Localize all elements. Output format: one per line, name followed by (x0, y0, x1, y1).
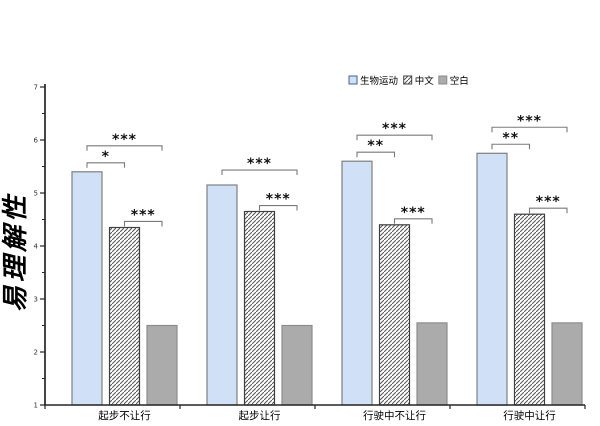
category-labels: 起步不让行 起步让行 行驶中不让行 行驶中让行 (98, 409, 556, 422)
sig-bracket (491, 126, 568, 133)
axes-layer: 1 2 3 4 5 6 7 (34, 84, 586, 410)
y-tick-label: 5 (34, 190, 38, 198)
sig-bracket (86, 145, 163, 151)
sig-bracket (86, 162, 126, 168)
legend-label: 生物运动 (360, 75, 398, 87)
y-tick-label: 3 (34, 296, 38, 304)
category-label: 行驶中不让行 (363, 409, 426, 422)
sig-bracket (491, 143, 531, 150)
sig-stars: *** (401, 205, 426, 221)
sig-bracket (258, 205, 298, 211)
sig-stars: *** (112, 132, 137, 148)
significance-layer: ***************************** (86, 113, 568, 227)
sig-bracket (356, 134, 433, 141)
y-tick-label: 7 (34, 84, 38, 92)
bar-group0-series1 (108, 226, 141, 406)
category-label: 起步让行 (239, 409, 281, 422)
legend-label: 空白 (450, 75, 469, 87)
bar-group1-series0 (206, 184, 238, 406)
y-tick-label: 6 (34, 137, 39, 145)
sig-bracket (356, 151, 396, 158)
sig-stars: ** (367, 138, 384, 154)
category-label: 起步不让行 (98, 409, 151, 422)
sig-stars: *** (517, 113, 542, 129)
sig-stars: *** (131, 207, 156, 223)
bar-group3-series1 (513, 213, 546, 406)
sig-stars: *** (536, 194, 561, 210)
category-label: 行驶中让行 (503, 409, 556, 422)
y-axis-title: 易理解性 (1, 192, 31, 312)
bar-group2-series0 (341, 160, 373, 406)
sig-stars: *** (266, 192, 291, 208)
legend-label: 中文 (415, 75, 435, 87)
legend: 生物运动 中文 空白 (348, 75, 469, 87)
bar-group3-series0 (476, 152, 508, 406)
sig-stars: * (102, 149, 110, 165)
sig-bracket (393, 218, 433, 224)
bar-group0-series0 (71, 171, 103, 406)
legend-swatch-series1 (403, 75, 413, 85)
sig-bracket (528, 207, 568, 214)
sig-bracket (123, 220, 163, 227)
bar-group1-series2 (281, 324, 313, 406)
sig-stars: ** (502, 130, 519, 146)
bar-group1-series1 (243, 210, 276, 406)
y-tick-label: 2 (34, 349, 38, 357)
legend-swatch-series2 (438, 75, 448, 85)
sig-stars: *** (247, 156, 272, 172)
bar-group3-series2 (551, 322, 583, 406)
bar-group0-series2 (146, 324, 178, 406)
y-tick-label: 1 (34, 402, 38, 410)
sig-bracket (221, 169, 298, 176)
bar-group2-series1 (378, 224, 411, 406)
legend-swatch-series0 (348, 75, 358, 85)
sig-stars: *** (382, 121, 407, 137)
bars-layer (71, 152, 583, 406)
y-tick-label: 4 (34, 243, 39, 251)
bar-group2-series2 (416, 322, 448, 406)
